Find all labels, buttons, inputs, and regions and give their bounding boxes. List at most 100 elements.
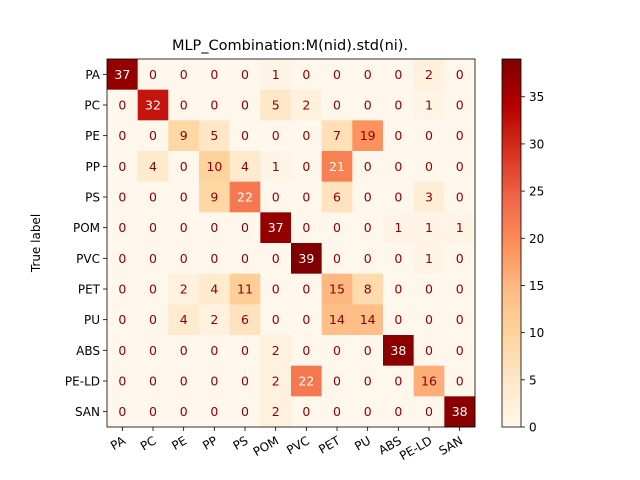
heatmap-cell xyxy=(168,59,200,91)
cell-value-label: 0 xyxy=(180,190,188,205)
cell-value-label: 21 xyxy=(329,159,345,174)
heatmap-cell xyxy=(444,273,476,305)
heatmap-cell xyxy=(291,243,323,275)
heatmap-cell xyxy=(168,243,200,275)
cell-value-label: 0 xyxy=(394,98,402,113)
cell-value-label: 0 xyxy=(456,343,464,358)
cell-value-label: 14 xyxy=(329,312,345,327)
cell-value-label: 2 xyxy=(210,312,218,327)
heatmap-cell xyxy=(199,59,231,91)
cell-value-label: 1 xyxy=(425,220,433,235)
heatmap-cell xyxy=(352,365,384,397)
y-tick-label: ABS xyxy=(76,344,100,358)
heatmap-cell xyxy=(107,89,139,121)
heatmap-cell xyxy=(383,181,415,213)
cell-value-label: 0 xyxy=(210,343,218,358)
x-tick-label: POM xyxy=(251,433,281,459)
heatmap-cell xyxy=(229,151,261,183)
heatmap-cell xyxy=(260,120,292,152)
heatmap-cell xyxy=(260,59,292,91)
cell-value-label: 0 xyxy=(149,67,157,82)
cell-value-label: 0 xyxy=(302,159,310,174)
cell-value-label: 0 xyxy=(118,128,126,143)
heatmap-cell xyxy=(168,181,200,213)
heatmap-cell xyxy=(321,273,353,305)
heatmap-cell xyxy=(260,243,292,275)
heatmap-cell xyxy=(413,396,445,428)
cell-value-label: 1 xyxy=(425,251,433,266)
heatmap-cell xyxy=(229,181,261,213)
heatmap-cell xyxy=(260,365,292,397)
cell-value-label: 7 xyxy=(333,128,341,143)
cell-value-label: 0 xyxy=(272,128,280,143)
heatmap-cell xyxy=(413,273,445,305)
heatmap-cell xyxy=(413,335,445,367)
colorbar-tick-label: 10 xyxy=(529,326,544,340)
cell-value-label: 14 xyxy=(360,312,376,327)
y-tick-label: PP xyxy=(86,160,100,174)
cell-value-label: 0 xyxy=(394,190,402,205)
cell-value-label: 32 xyxy=(145,98,161,113)
heatmap-cell xyxy=(199,151,231,183)
heatmap-cell xyxy=(229,335,261,367)
heatmap-cell xyxy=(291,89,323,121)
cell-value-label: 37 xyxy=(268,220,284,235)
colorbar-tick-label: 25 xyxy=(529,185,544,199)
cell-value-label: 0 xyxy=(241,343,249,358)
y-tick-label: PA xyxy=(85,68,100,82)
colorbar-tick-label: 15 xyxy=(529,279,544,293)
cell-value-label: 8 xyxy=(364,282,372,297)
heatmap-cell xyxy=(168,304,200,336)
heatmap-cell xyxy=(444,396,476,428)
y-tick-label: PE-LD xyxy=(65,375,100,389)
heatmap-cell xyxy=(383,151,415,183)
cell-value-label: 16 xyxy=(421,374,437,389)
cell-value-label: 0 xyxy=(180,220,188,235)
heatmap-cell xyxy=(321,59,353,91)
cell-value-label: 0 xyxy=(118,343,126,358)
heatmap-cell xyxy=(107,59,139,91)
cell-value-label: 11 xyxy=(237,282,253,297)
heatmap-cell xyxy=(291,273,323,305)
heatmap-cell xyxy=(383,212,415,244)
cell-value-label: 39 xyxy=(298,251,314,266)
heatmap-cell xyxy=(291,212,323,244)
heatmap-cell xyxy=(107,151,139,183)
cell-value-label: 2 xyxy=(272,374,280,389)
cell-value-label: 2 xyxy=(425,67,433,82)
heatmap-cell xyxy=(229,396,261,428)
cell-value-label: 0 xyxy=(364,343,372,358)
cell-value-label: 6 xyxy=(241,312,249,327)
cell-value-label: 0 xyxy=(180,374,188,389)
cell-value-label: 0 xyxy=(333,67,341,82)
cell-value-label: 0 xyxy=(272,251,280,266)
heatmap-cell xyxy=(260,212,292,244)
heatmap-cell xyxy=(444,335,476,367)
cell-value-label: 0 xyxy=(394,404,402,419)
cell-value-label: 0 xyxy=(149,343,157,358)
heatmap-cell xyxy=(199,273,231,305)
heatmap-cell xyxy=(107,212,139,244)
cell-value-label: 0 xyxy=(364,220,372,235)
cell-value-label: 0 xyxy=(333,220,341,235)
cell-value-label: 0 xyxy=(364,67,372,82)
cell-value-label: 0 xyxy=(118,374,126,389)
cell-value-label: 1 xyxy=(394,220,402,235)
heatmap-cell xyxy=(291,59,323,91)
cell-value-label: 0 xyxy=(118,312,126,327)
cell-value-label: 0 xyxy=(241,67,249,82)
y-tick-label: PVC xyxy=(76,252,100,266)
heatmap-cell xyxy=(321,365,353,397)
x-tick-label: PU xyxy=(352,433,373,453)
cell-value-label: 0 xyxy=(149,251,157,266)
heatmap-cell xyxy=(199,335,231,367)
heatmap-cell xyxy=(137,396,169,428)
colorbar-tick-label: 5 xyxy=(529,373,537,387)
cell-value-label: 0 xyxy=(210,220,218,235)
cell-value-label: 0 xyxy=(302,67,310,82)
heatmap-cell xyxy=(199,243,231,275)
heatmap-cell xyxy=(137,181,169,213)
heatmap-cell xyxy=(168,396,200,428)
cell-value-label: 0 xyxy=(149,282,157,297)
